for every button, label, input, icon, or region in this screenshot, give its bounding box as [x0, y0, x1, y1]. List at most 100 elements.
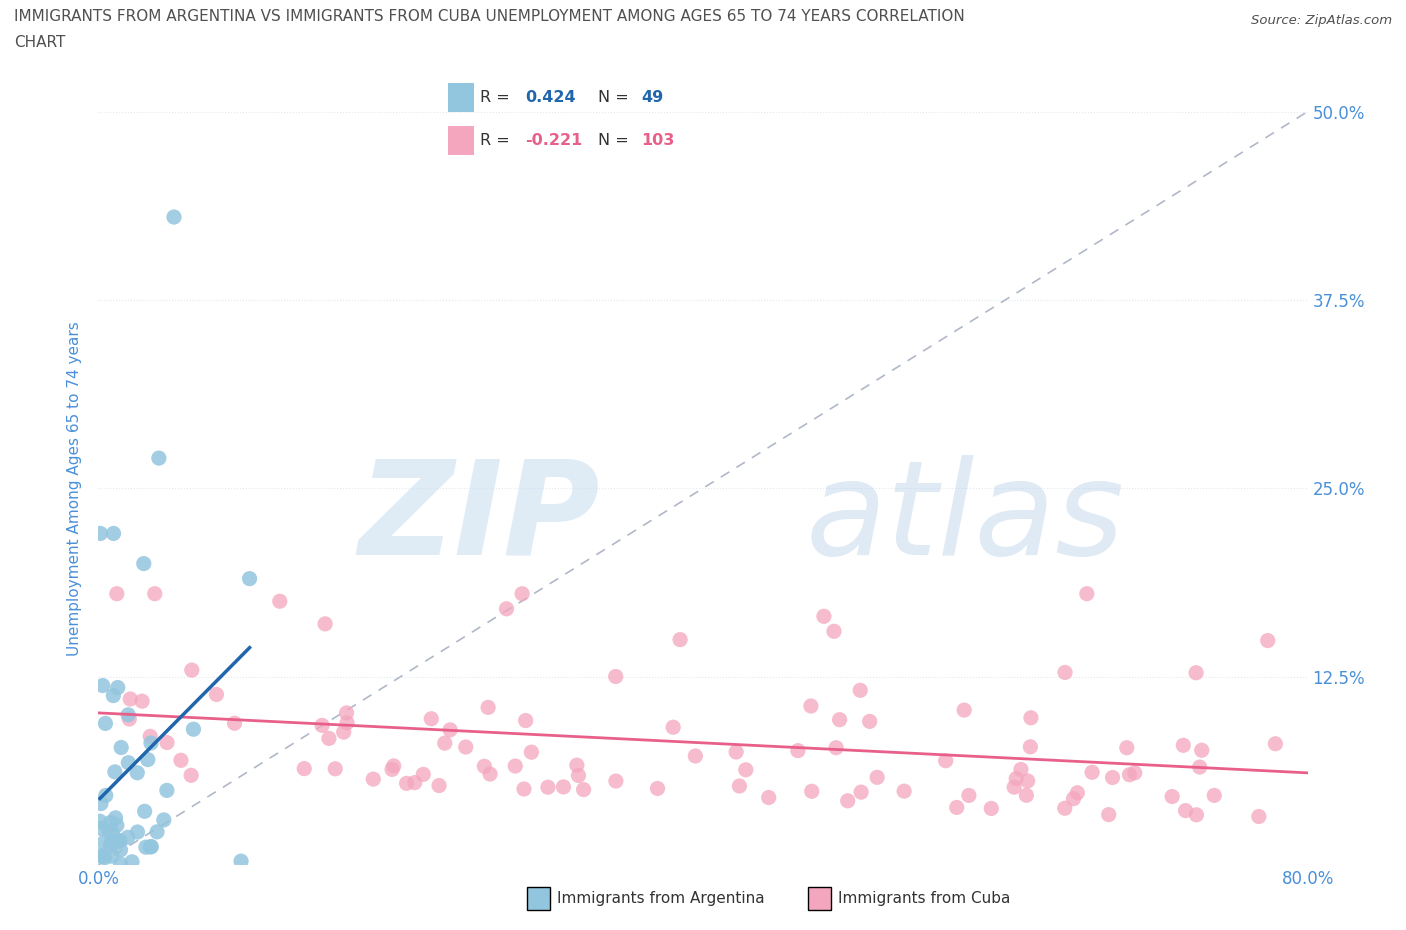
Point	[381, 762, 404, 777]
Point	[828, 712, 851, 727]
Y-axis label: Unemployment Among Ages 65 to 74 years: Unemployment Among Ages 65 to 74 years	[67, 321, 83, 656]
Text: Source: ZipAtlas.com: Source: ZipAtlas.com	[1251, 14, 1392, 27]
Text: 49: 49	[641, 90, 664, 105]
Point	[117, 755, 139, 770]
Text: ZIP: ZIP	[359, 455, 600, 582]
Point	[117, 830, 139, 844]
Point	[361, 772, 384, 787]
Point	[94, 788, 117, 803]
Point	[520, 745, 543, 760]
Point	[1191, 743, 1213, 758]
Point	[1115, 740, 1137, 755]
Point	[90, 848, 112, 863]
Point	[477, 700, 499, 715]
Point	[1118, 767, 1140, 782]
Point	[110, 857, 132, 871]
Point	[205, 687, 228, 702]
Point	[866, 770, 889, 785]
Point	[1101, 770, 1123, 785]
Point	[837, 793, 859, 808]
Point	[103, 688, 125, 703]
Point	[318, 731, 340, 746]
Point	[685, 749, 707, 764]
Point	[156, 735, 179, 750]
Point	[1185, 665, 1208, 680]
Text: 0.424: 0.424	[524, 90, 575, 105]
Point	[849, 785, 872, 800]
Point	[139, 840, 162, 855]
Point	[97, 823, 120, 838]
Point	[139, 729, 162, 744]
Point	[153, 813, 176, 828]
Point	[311, 718, 333, 733]
Point	[725, 745, 748, 760]
Point	[100, 838, 122, 853]
Point	[146, 824, 169, 839]
Bar	[447, 126, 474, 154]
Point	[110, 843, 132, 857]
Point	[412, 767, 434, 782]
Point	[433, 736, 456, 751]
Text: Immigrants from Cuba: Immigrants from Cuba	[838, 891, 1011, 906]
Point	[513, 781, 536, 796]
Text: R =: R =	[479, 133, 515, 148]
Point	[117, 708, 139, 723]
Point	[108, 833, 131, 848]
Point	[935, 753, 957, 768]
Point	[100, 815, 122, 830]
Point	[1081, 764, 1104, 779]
Text: Immigrants from Argentina: Immigrants from Argentina	[557, 891, 765, 906]
Point	[1017, 774, 1039, 789]
Point	[336, 715, 359, 730]
Point	[823, 624, 845, 639]
Text: CHART: CHART	[14, 35, 66, 50]
Point	[183, 722, 205, 737]
Text: N =: N =	[598, 90, 634, 105]
Text: R =: R =	[479, 90, 515, 105]
Point	[1264, 737, 1286, 751]
Point	[90, 849, 112, 864]
Point	[567, 768, 589, 783]
Point	[94, 716, 117, 731]
Point	[1188, 760, 1211, 775]
Point	[134, 804, 156, 818]
Point	[110, 740, 132, 755]
Point	[135, 840, 157, 855]
Point	[1204, 788, 1226, 803]
Point	[332, 724, 354, 739]
Point	[980, 801, 1002, 816]
Point	[90, 821, 112, 836]
Point	[127, 765, 149, 780]
Point	[945, 800, 967, 815]
Point	[662, 720, 685, 735]
Point	[503, 759, 526, 774]
Point	[180, 663, 202, 678]
Point	[957, 788, 980, 803]
Point	[335, 706, 357, 721]
Point	[859, 714, 882, 729]
Point	[395, 776, 418, 790]
Text: atlas: atlas	[806, 455, 1125, 582]
Point	[1174, 804, 1197, 818]
Text: -0.221: -0.221	[524, 133, 582, 148]
Point	[148, 451, 170, 466]
Text: N =: N =	[598, 133, 634, 148]
Point	[93, 835, 115, 850]
Point	[605, 774, 627, 789]
Point	[669, 632, 692, 647]
Point	[93, 850, 115, 865]
Point	[510, 586, 533, 601]
Point	[800, 698, 823, 713]
Point	[121, 855, 143, 870]
Point	[118, 711, 141, 726]
Point	[100, 834, 122, 849]
Point	[131, 694, 153, 709]
Text: 103: 103	[641, 133, 675, 148]
Point	[728, 778, 751, 793]
Point	[1185, 807, 1208, 822]
Point	[143, 586, 166, 601]
Point	[1010, 762, 1032, 777]
Point	[104, 764, 127, 779]
Point	[107, 680, 129, 695]
Point	[1098, 807, 1121, 822]
